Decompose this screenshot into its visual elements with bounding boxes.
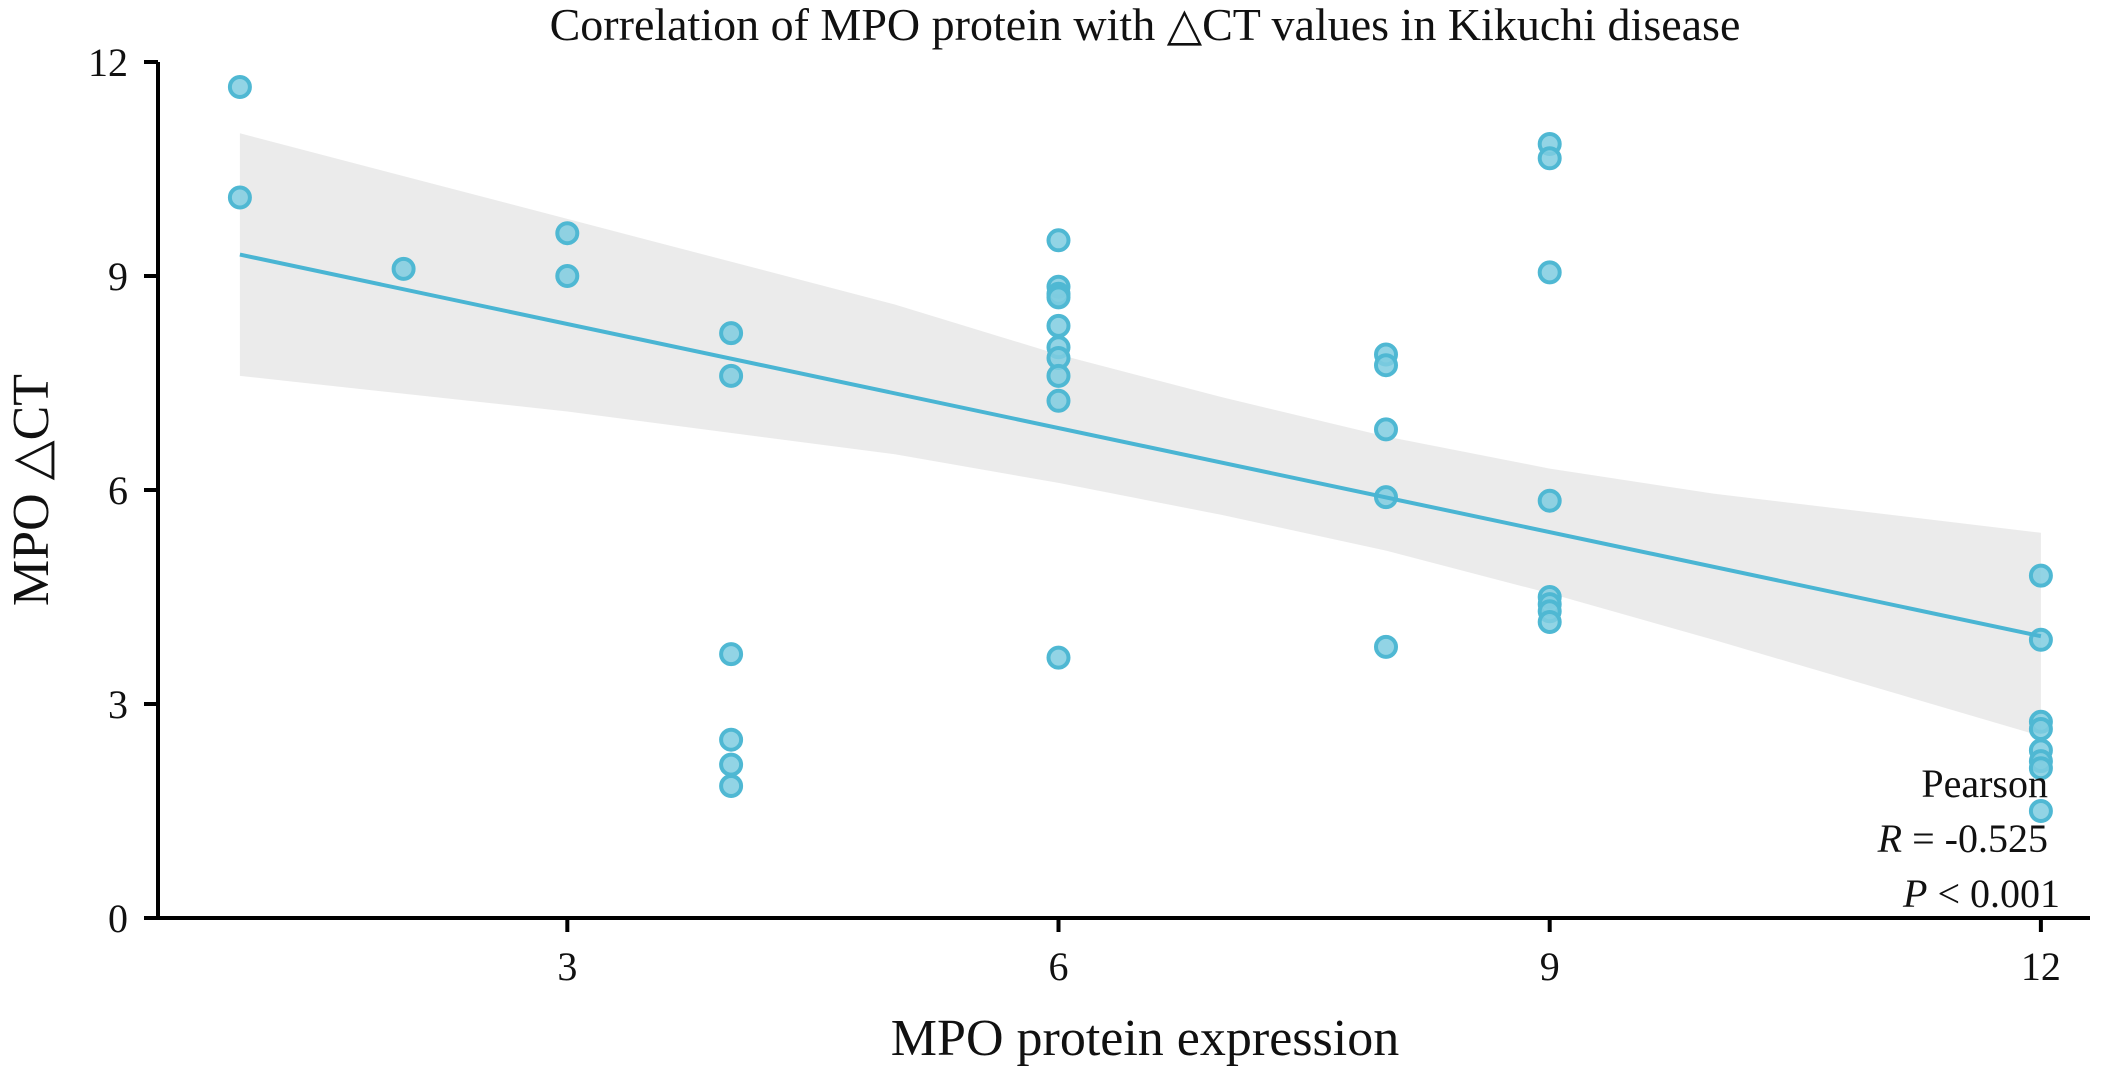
x-ticks: 3 6 9 12	[557, 918, 2061, 989]
data-point	[719, 642, 744, 667]
data-point	[2028, 799, 2053, 823]
data-point	[1046, 228, 1071, 253]
stats-p-text: < 0.001	[1927, 871, 2060, 916]
y-axis-label: MPO △CT	[3, 374, 60, 606]
chart-title: Correlation of MPO protein with △CT valu…	[550, 0, 1741, 50]
regression-line-layer	[239, 252, 2042, 639]
data-point	[1046, 313, 1071, 338]
data-point	[227, 185, 252, 210]
data-point	[1046, 388, 1071, 413]
y-tick-label: 6	[108, 468, 128, 513]
stats-p-symbol: P	[1902, 871, 1927, 916]
x-axis-label: MPO protein expression	[891, 1010, 1399, 1067]
data-point	[1537, 146, 1562, 171]
data-point	[719, 774, 744, 798]
x-tick-label: 3	[557, 944, 577, 989]
data-point	[719, 321, 744, 346]
points-layer	[227, 75, 2053, 823]
data-point	[1046, 363, 1071, 388]
stats-method: Pearson	[1921, 761, 2048, 806]
confidence-band	[239, 133, 2041, 737]
y-ticks: 0 3 6 9 12	[88, 40, 158, 941]
data-point	[2028, 563, 2053, 588]
data-point	[1537, 488, 1562, 513]
data-point	[1374, 417, 1398, 442]
y-tick-label: 3	[108, 682, 128, 727]
data-point	[719, 363, 744, 388]
stats-annotation: Pearson R = -0.525 P < 0.001	[1877, 761, 2060, 916]
x-tick-label: 6	[1049, 944, 1069, 989]
stats-r-value: R = -0.525	[1877, 816, 2048, 861]
y-tick-label: 0	[108, 896, 128, 941]
x-tick-label: 9	[1540, 944, 1560, 989]
data-point	[391, 256, 416, 281]
data-point	[1374, 353, 1398, 378]
data-point	[227, 75, 252, 99]
data-point	[1046, 285, 1071, 310]
data-point	[2028, 756, 2053, 781]
data-point	[1374, 634, 1398, 659]
data-point	[719, 752, 744, 777]
y-tick-label: 12	[88, 40, 128, 85]
stats-p-value: P < 0.001	[1902, 871, 2060, 916]
data-point	[1537, 610, 1562, 634]
stats-r-text: = -0.525	[1902, 816, 2048, 861]
confidence-band-layer	[239, 133, 2041, 737]
data-point	[719, 727, 744, 752]
data-point	[1046, 645, 1071, 670]
data-point	[555, 264, 580, 288]
data-point	[1537, 260, 1562, 285]
regression-line	[239, 252, 2042, 639]
stats-r-symbol: R	[1877, 816, 1902, 861]
y-tick-label: 9	[108, 254, 128, 299]
data-point	[2028, 717, 2053, 741]
x-tick-label: 12	[2021, 944, 2061, 989]
data-point	[555, 221, 580, 246]
